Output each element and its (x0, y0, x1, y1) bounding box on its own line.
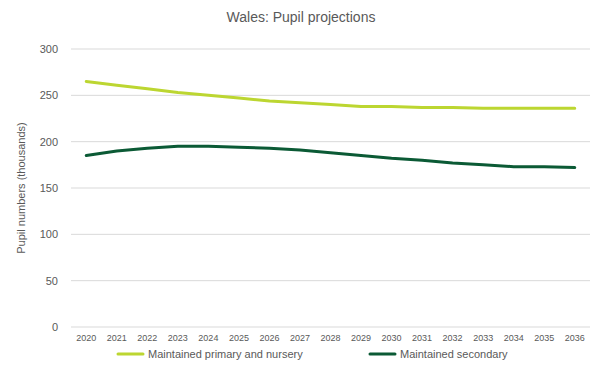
x-tick-label: 2025 (229, 333, 249, 343)
grid-line (71, 49, 590, 50)
chart: Wales: Pupil projections Pupil numbers (t… (0, 0, 602, 376)
y-tick-label: 150 (40, 182, 58, 194)
grid-line (71, 234, 590, 235)
x-tick-label: 2021 (107, 333, 127, 343)
y-tick-label: 100 (40, 228, 58, 240)
x-tick-label: 2036 (565, 333, 585, 343)
x-tick-label: 2023 (168, 333, 188, 343)
y-axis-label: Pupil numbers (thousands) (15, 122, 27, 253)
x-tick-label: 2028 (320, 333, 340, 343)
x-tick-label: 2035 (534, 333, 554, 343)
plot-area (86, 81, 574, 167)
grid-line (71, 280, 590, 281)
x-tick-label: 2031 (412, 333, 432, 343)
legend-swatch (118, 353, 143, 356)
x-tick-label: 2033 (473, 333, 493, 343)
x-tick-label: 2020 (76, 333, 96, 343)
grid-line (71, 188, 590, 189)
legend-swatch (370, 353, 395, 356)
grid-line (71, 327, 590, 328)
grid-line (71, 141, 590, 142)
x-tick-label: 2022 (137, 333, 157, 343)
legend-label: Maintained primary and nursery (148, 348, 303, 360)
x-tick-label: 2024 (198, 333, 218, 343)
y-tick-label: 50 (46, 275, 58, 287)
grid-line (71, 95, 590, 96)
x-tick-label: 2030 (382, 333, 402, 343)
x-tick-label: 2032 (443, 333, 463, 343)
x-tick-label: 2034 (504, 333, 524, 343)
series-line (86, 146, 574, 167)
x-tick-label: 2026 (259, 333, 279, 343)
series-line (86, 81, 574, 108)
y-tick-label: 300 (40, 43, 58, 55)
background (0, 0, 602, 376)
legend: Maintained primary and nursery Maintained… (118, 348, 508, 360)
x-tick-label: 2027 (290, 333, 310, 343)
x-tick-label: 2029 (351, 333, 371, 343)
y-tick-label: 250 (40, 89, 58, 101)
title: Wales: Pupil projections (227, 9, 376, 25)
y-tick-label: 200 (40, 136, 58, 148)
legend-label: Maintained secondary (400, 348, 508, 360)
y-tick-label: 0 (52, 321, 58, 333)
